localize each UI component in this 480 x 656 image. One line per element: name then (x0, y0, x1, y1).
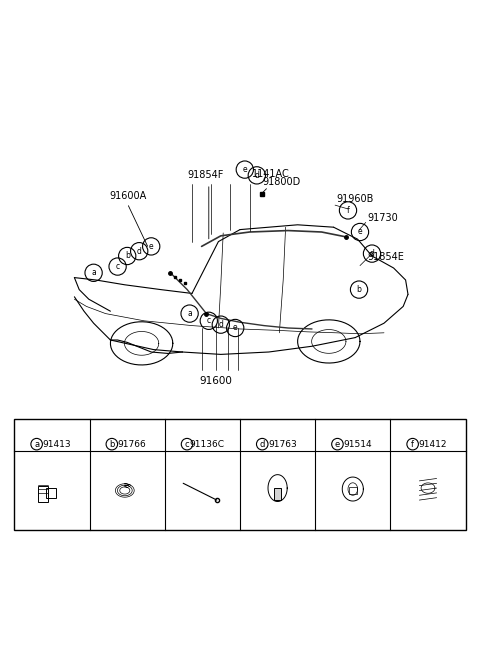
Text: 91854F: 91854F (187, 170, 224, 180)
Text: 91800D: 91800D (262, 177, 300, 188)
Text: 91766: 91766 (118, 440, 146, 449)
Text: a: a (187, 309, 192, 318)
Text: 91960B: 91960B (336, 194, 373, 204)
Text: c: c (116, 262, 120, 271)
Text: d: d (254, 171, 259, 180)
Text: 91136C: 91136C (190, 440, 225, 449)
Text: 91730: 91730 (367, 213, 398, 223)
Text: f: f (411, 440, 414, 449)
Text: 91763: 91763 (268, 440, 297, 449)
Text: c: c (207, 316, 211, 325)
Text: e: e (233, 323, 238, 333)
Text: e: e (242, 165, 247, 174)
Text: 91514: 91514 (343, 440, 372, 449)
Text: b: b (357, 285, 361, 294)
Text: d: d (137, 247, 142, 256)
Bar (37, 485, 48, 502)
Bar (274, 488, 281, 500)
Text: c: c (185, 440, 189, 449)
Text: 91413: 91413 (43, 440, 71, 449)
Bar (46, 488, 56, 498)
Text: 91854E: 91854E (367, 253, 404, 262)
Text: b: b (109, 440, 115, 449)
Text: d: d (260, 440, 265, 449)
Text: e: e (358, 228, 362, 237)
Text: 1141AC: 1141AC (252, 169, 290, 179)
Text: e: e (335, 440, 340, 449)
Text: e: e (149, 242, 154, 251)
Bar (349, 487, 357, 495)
Text: a: a (91, 268, 96, 277)
Text: b: b (125, 251, 130, 260)
Text: 91600A: 91600A (109, 191, 147, 201)
Text: f: f (347, 206, 349, 215)
Text: a: a (34, 440, 39, 449)
Text: 91412: 91412 (419, 440, 447, 449)
Text: d: d (370, 249, 374, 258)
Text: d: d (218, 320, 223, 329)
Text: 91600: 91600 (199, 376, 232, 386)
Bar (14, 419, 466, 529)
